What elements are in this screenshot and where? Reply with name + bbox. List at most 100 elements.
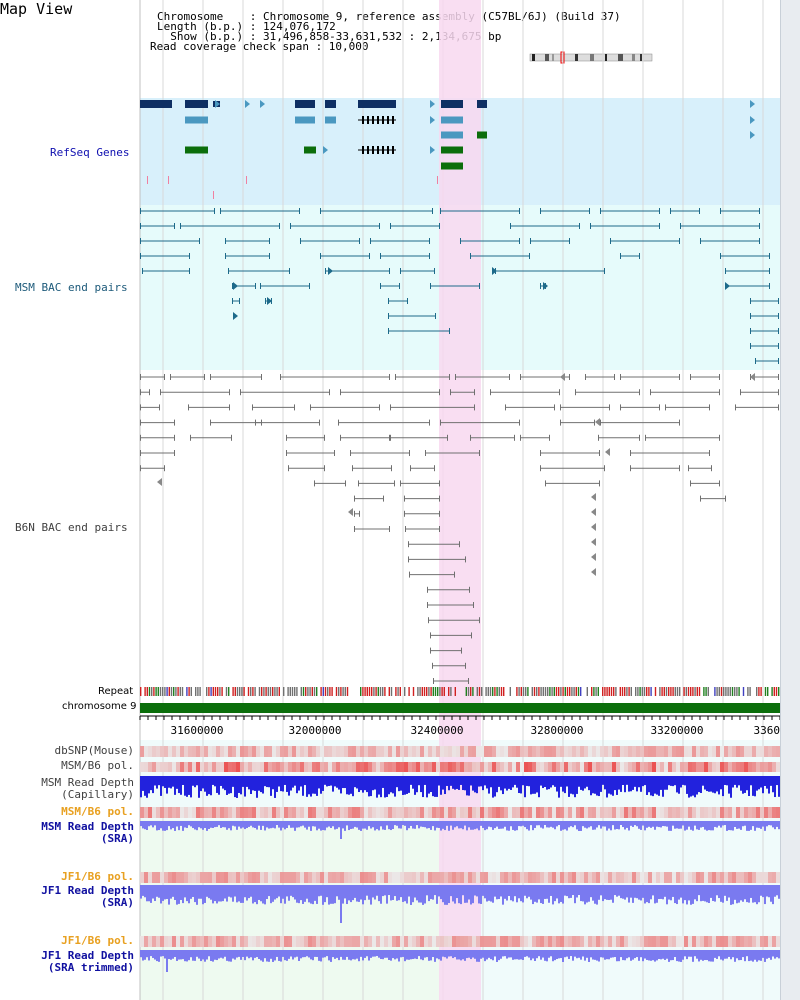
polymorphism-cell <box>472 762 476 772</box>
polymorphism-cell <box>724 936 728 947</box>
polymorphism-cell <box>244 936 248 947</box>
repeat-element <box>558 687 560 696</box>
polymorphism-cell <box>328 762 332 772</box>
polymorphism-cell <box>236 746 240 757</box>
read-depth-bar <box>324 950 326 958</box>
polymorphism-cell <box>324 872 328 883</box>
read-depth-bar <box>342 821 344 829</box>
read-depth-bar <box>152 950 154 958</box>
polymorphism-cell <box>688 807 692 818</box>
polymorphism-cell <box>288 746 292 757</box>
refseq-genes-label[interactable]: RefSeq Genes <box>50 146 130 159</box>
read-depth-bar <box>270 821 272 829</box>
repeat-element <box>210 687 212 696</box>
read-depth-bar <box>148 950 150 961</box>
b6n-bac-end <box>140 419 141 426</box>
read-depth-bar <box>490 821 492 828</box>
refseq-gene <box>304 146 316 154</box>
polymorphism-cell <box>400 807 404 818</box>
polymorphism-cell <box>256 746 260 757</box>
polymorphism-cell <box>580 746 584 757</box>
polymorphism-cell <box>692 807 696 818</box>
read-depth-bar <box>732 821 734 831</box>
b6n-bac-end <box>231 434 232 441</box>
b6n-bac-label[interactable]: B6N BAC end pairs <box>15 521 128 534</box>
repeat-element <box>225 687 228 696</box>
read-depth-bar <box>330 821 332 828</box>
polymorphism-cell <box>240 936 244 947</box>
polymorphism-cell <box>700 872 704 883</box>
polymorphism-cell <box>156 807 160 818</box>
read-depth-bar <box>336 776 338 788</box>
polymorphism-cell <box>568 746 572 757</box>
polymorphism-cell <box>192 807 196 818</box>
read-depth-bar <box>698 885 700 896</box>
read-depth-bar <box>656 776 658 795</box>
polymorphism-cell <box>256 936 260 947</box>
polymorphism-cell <box>244 746 248 757</box>
read-depth-bar <box>620 776 622 792</box>
msm-bac-end <box>429 253 430 259</box>
read-depth-bar <box>706 885 708 903</box>
repeat-element <box>551 687 553 696</box>
read-depth-bar <box>188 950 190 961</box>
read-depth-bar <box>254 885 256 903</box>
polymorphism-cell <box>228 872 232 883</box>
read-depth-bar <box>474 885 476 896</box>
repeat-element <box>714 687 716 696</box>
polymorphism-cell <box>756 936 760 947</box>
polymorphism-cell <box>736 807 740 818</box>
read-depth-bar <box>636 821 638 827</box>
polymorphism-cell <box>312 936 316 947</box>
msm-bac-label[interactable]: MSM BAC end pairs <box>15 281 128 294</box>
b6n-bac-end <box>514 434 515 441</box>
read-depth-bar <box>302 950 304 958</box>
b6n-bac-end <box>314 480 315 487</box>
read-depth-bar <box>580 776 582 790</box>
polymorphism-cell <box>528 936 532 947</box>
polymorphism-cell <box>208 936 212 947</box>
msm-bac-end <box>290 223 291 229</box>
read-depth-bar <box>164 950 166 959</box>
polymorphism-cell <box>496 807 500 818</box>
refseq-gene <box>358 100 396 108</box>
polymorphism-cell <box>416 807 420 818</box>
polymorphism-cell <box>680 746 684 757</box>
msm-bac-end <box>699 208 700 214</box>
msm-bac-end <box>439 223 440 229</box>
polymorphism-cell <box>408 762 412 772</box>
read-depth-bar <box>766 776 768 789</box>
repeat-element <box>540 687 542 696</box>
read-depth-bar <box>250 821 252 826</box>
polymorphism-cell <box>340 762 344 772</box>
read-depth-bar <box>686 776 688 794</box>
msm-bac-end <box>755 358 756 364</box>
polymorphism-cell <box>676 936 680 947</box>
polymorphism-cell <box>640 807 644 818</box>
b6n-bac-end <box>614 374 615 380</box>
vertical-scrollbar[interactable] <box>780 0 800 1000</box>
repeat-element <box>430 687 432 696</box>
polymorphism-cell <box>712 872 716 883</box>
polymorphism-cell <box>396 807 400 818</box>
polymorphism-cell <box>164 762 168 772</box>
read-depth-bar <box>330 776 332 786</box>
polymorphism-cell <box>168 936 172 947</box>
polymorphism-cell <box>372 807 376 818</box>
read-depth-bar <box>774 776 776 798</box>
msm-bac-end <box>479 283 480 289</box>
read-depth-bar <box>462 885 464 896</box>
read-depth-bar <box>572 821 574 828</box>
polymorphism-cell <box>648 762 652 772</box>
read-depth-bar <box>736 821 738 829</box>
read-depth-bar <box>340 885 342 923</box>
msm-bac-end <box>265 298 266 304</box>
read-depth-bar <box>430 950 432 961</box>
read-depth-bar <box>514 821 516 831</box>
read-depth-bar <box>758 776 760 790</box>
polymorphism-cell <box>432 762 436 772</box>
read-depth-bar <box>368 885 370 900</box>
read-depth-bar <box>250 950 252 958</box>
read-depth-bar <box>496 885 498 900</box>
